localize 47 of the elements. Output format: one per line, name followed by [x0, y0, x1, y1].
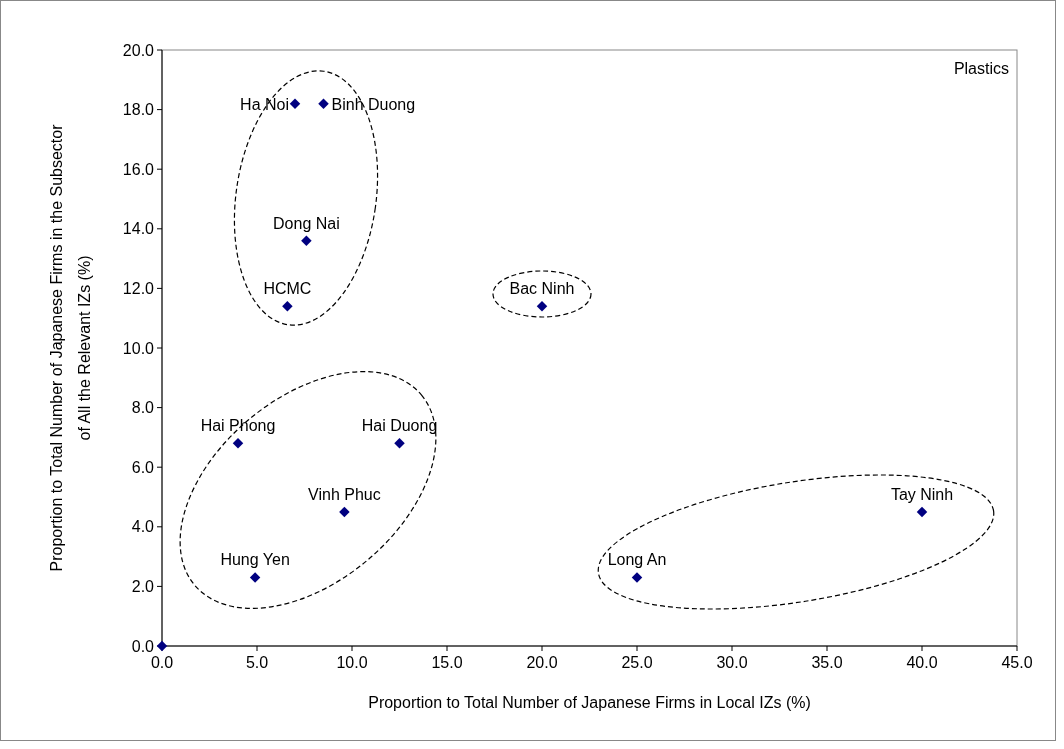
- annotation: Tay Ninh: [890, 485, 954, 503]
- x-tick-label: 35.0: [811, 654, 843, 671]
- annotation: Hai Phong: [200, 417, 276, 435]
- point: [631, 572, 643, 583]
- y-tick-label: 4.0: [131, 518, 155, 536]
- y-tick-label: 6.0: [131, 458, 155, 476]
- annotation: Binh Duong: [331, 95, 416, 113]
- x-tick-label: 5.0: [245, 654, 269, 671]
- point: [232, 438, 244, 449]
- point: [916, 506, 928, 518]
- point: [249, 572, 261, 583]
- annotation: HCMC: [263, 280, 312, 298]
- y-tick-label: 12.0: [122, 280, 155, 297]
- y-tick-label: 8.0: [131, 399, 155, 417]
- y-tick-label: 10.0: [122, 339, 155, 357]
- x-tick-label: 15.0: [431, 654, 463, 671]
- annotation: Bac Ninh: [509, 280, 575, 298]
- y-tick-label: 2.0: [131, 578, 155, 595]
- annotation: Hung Yen: [220, 551, 290, 569]
- annotation: Hai Duong: [361, 417, 438, 435]
- x-tick-label: 10.0: [336, 654, 368, 671]
- annotation: Dong Nai: [273, 214, 340, 232]
- y-tick-label: 14.0: [122, 220, 155, 238]
- point: [394, 438, 405, 449]
- x-tick-label: 30.0: [716, 654, 748, 671]
- annotation: Long An: [607, 551, 667, 569]
- y-tick-label: 16.0: [122, 160, 155, 178]
- point: [289, 98, 301, 109]
- y-tick-label: 0.0: [131, 637, 155, 655]
- point: [536, 301, 548, 312]
- x-tick-label: 40.0: [906, 654, 938, 671]
- x-tick-label: 20.0: [526, 654, 558, 671]
- annotation: Plastics: [953, 60, 1009, 77]
- x-tick-label: 45.0: [1001, 654, 1033, 671]
- x-tick-label: 0.0: [150, 654, 174, 671]
- point: [156, 640, 168, 652]
- point: [339, 506, 350, 518]
- point: [301, 235, 312, 246]
- annotation: Ha Noi: [240, 95, 289, 113]
- x-tick-label: 25.0: [621, 654, 653, 671]
- x-axis-title: Proportion to Total Number of Japanese Firms in Local IZs (%): [368, 694, 811, 711]
- y-tick-label: 18.0: [122, 101, 155, 119]
- y-tick-label: 20.0: [122, 41, 155, 59]
- annotation: Vinh Phuc: [308, 485, 381, 503]
- point: [282, 301, 293, 312]
- point: [318, 98, 329, 109]
- y-axis-title: Proportion to Total Number of Japanese Firms in the Subsector of All the Relevant IZs (%): [48, 123, 93, 572]
